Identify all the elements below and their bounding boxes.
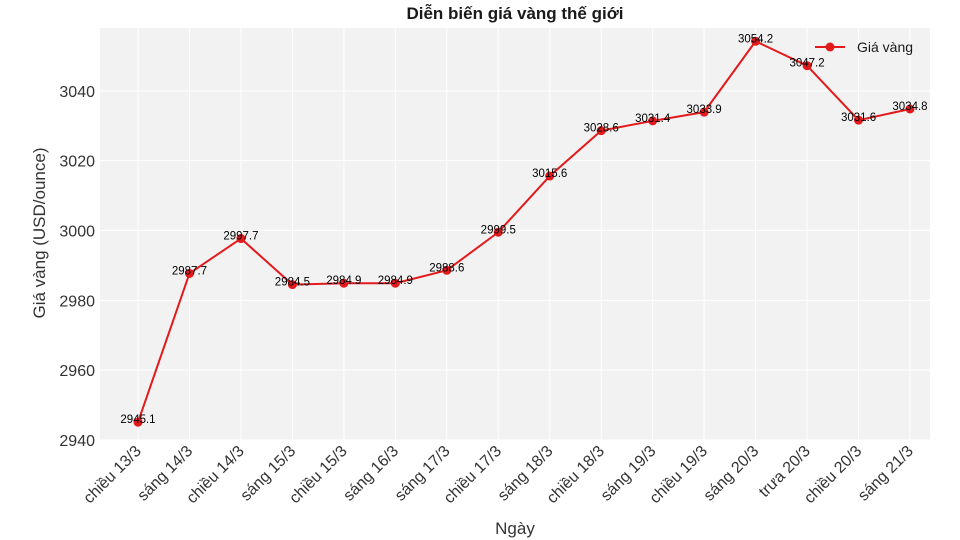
y-tick-label: 2940: [59, 433, 95, 450]
chart-title: Diễn biến giá vàng thế giới: [406, 4, 623, 23]
data-label: 3031.4: [635, 113, 671, 125]
data-point: [133, 417, 143, 427]
x-tick-label: sáng 16/3: [340, 443, 402, 505]
data-point: [854, 115, 864, 125]
data-label: 3033.9: [687, 104, 722, 116]
data-label: 2999.5: [481, 224, 516, 236]
data-point: [596, 126, 606, 136]
data-label: 2945.1: [120, 414, 155, 426]
data-point: [184, 268, 194, 278]
data-label: 3015.6: [532, 168, 567, 180]
grid: [100, 28, 930, 441]
x-tick-label: chiều 13/3: [81, 443, 145, 507]
data-label: 2984.5: [275, 277, 310, 289]
y-tick-label: 3000: [59, 224, 95, 241]
series-layer: [133, 36, 915, 427]
data-label: 2997.7: [223, 231, 258, 243]
data-point: [905, 104, 915, 114]
data-point: [236, 234, 246, 244]
data-label: 3054.2: [738, 33, 773, 45]
data-label: 3028.6: [584, 123, 619, 135]
y-axis-ticks: 2940 2960 2980 3000 3020 3040: [59, 84, 95, 450]
x-axis-label: Ngày: [495, 519, 535, 538]
x-tick-label: sáng 21/3: [855, 443, 917, 505]
legend: Giá vàng: [815, 39, 913, 55]
data-label: 2987.7: [172, 265, 207, 277]
series-line: [137, 40, 911, 423]
data-label: 3034.8: [892, 101, 927, 113]
y-tick-label: 2960: [59, 363, 95, 380]
data-point: [287, 280, 297, 290]
y-axis-label: Giá vàng (USD/ounce): [30, 147, 49, 318]
data-point: [545, 171, 555, 181]
data-point: [493, 227, 503, 237]
data-point: [442, 265, 452, 275]
data-label: 3031.6: [841, 112, 876, 124]
legend-marker: [825, 42, 835, 52]
legend-label: Giá vàng: [857, 39, 913, 55]
data-label: 2984.9: [326, 275, 361, 287]
plot-area: [100, 28, 930, 440]
data-label: 3047.2: [789, 58, 824, 70]
data-point: [339, 278, 349, 288]
data-label: 2984.9: [378, 275, 413, 287]
data-point: [802, 61, 812, 71]
y-tick-label: 2980: [59, 293, 95, 310]
data-point: [390, 278, 400, 288]
data-label: 2988.6: [429, 262, 464, 274]
y-tick-label: 3040: [59, 84, 95, 101]
data-point: [648, 116, 658, 126]
y-tick-label: 3020: [59, 154, 95, 171]
data-point: [751, 36, 761, 46]
x-tick-label: sáng 20/3: [701, 443, 763, 505]
data-point: [699, 107, 709, 117]
data-labels: 2945.1 2987.7 2997.7 2984.5 2984.9 2984.9 2988…: [120, 33, 927, 426]
